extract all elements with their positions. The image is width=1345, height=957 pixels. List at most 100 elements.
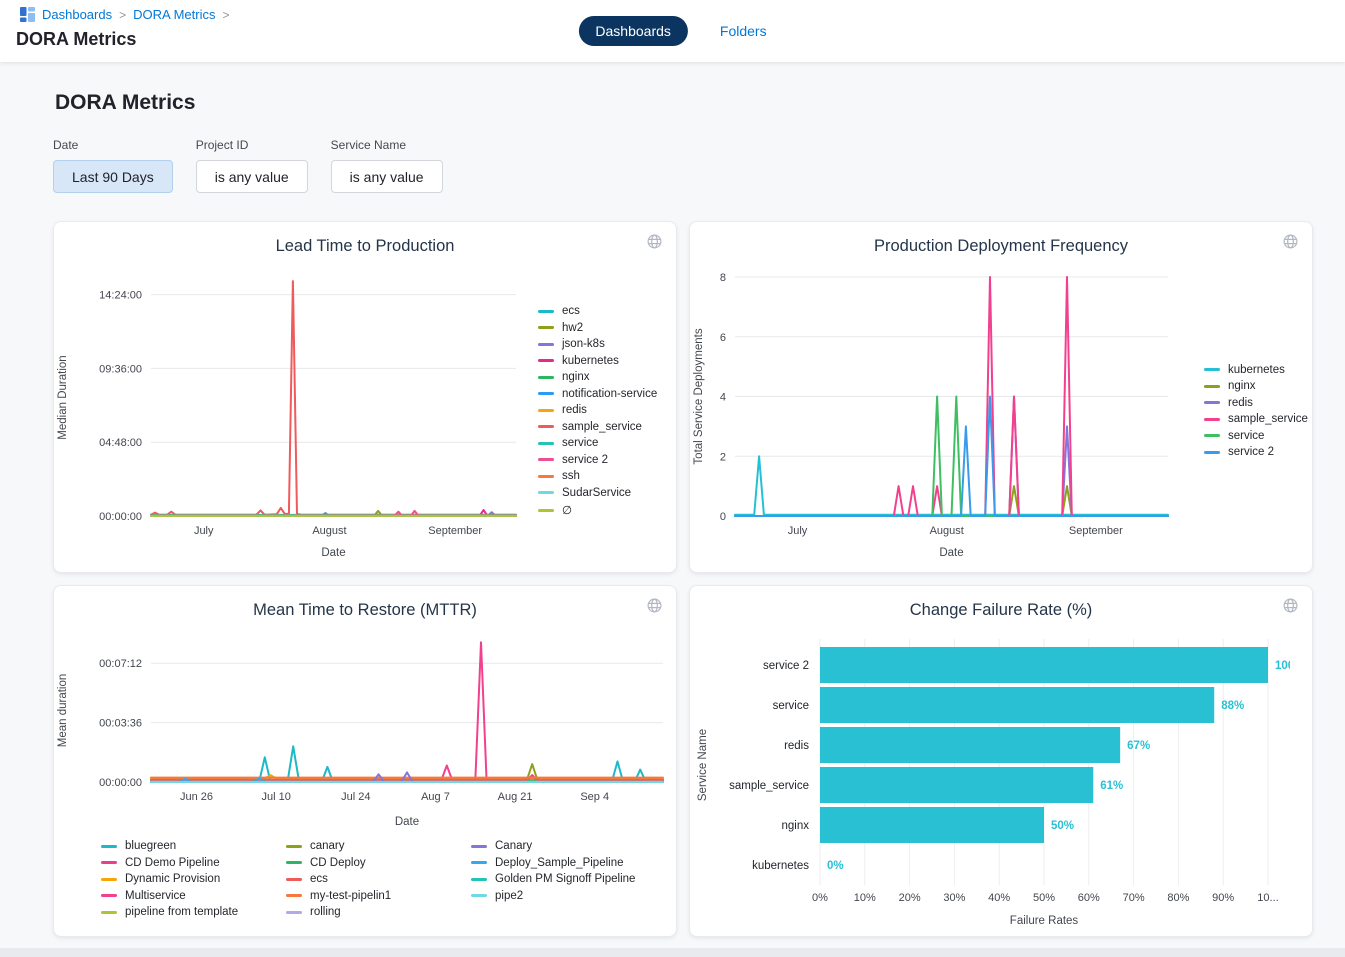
legend-label: redis: [1228, 397, 1253, 409]
svg-text:2: 2: [720, 451, 726, 463]
legend-item[interactable]: CD Demo Pipeline: [101, 857, 286, 869]
svg-text:nginx: nginx: [782, 820, 810, 832]
legend-label: ecs: [562, 305, 580, 317]
svg-text:70%: 70%: [1123, 892, 1145, 904]
legend-item[interactable]: json-k8s: [538, 338, 657, 350]
legend-swatch: [1204, 418, 1220, 421]
legend-item[interactable]: kubernetes: [538, 355, 657, 367]
svg-text:kubernetes: kubernetes: [752, 860, 809, 872]
legend-item[interactable]: pipeline from template: [101, 906, 286, 918]
legend-item[interactable]: service: [1204, 430, 1308, 442]
svg-text:July: July: [194, 525, 214, 537]
legend-label: redis: [562, 404, 587, 416]
svg-text:4: 4: [720, 392, 726, 404]
globe-icon[interactable]: [646, 233, 663, 250]
svg-text:Sep 4: Sep 4: [580, 791, 609, 803]
svg-text:sample_service: sample_service: [729, 780, 809, 792]
legend-item[interactable]: Multiservice: [101, 890, 286, 902]
svg-text:67%: 67%: [1127, 740, 1150, 752]
legend-label: rolling: [310, 906, 341, 918]
lead-time-chart-canvas[interactable]: 00:00:0004:48:0009:36:0014:24:00JulyAugu…: [54, 261, 524, 561]
legend-item[interactable]: hw2: [538, 322, 657, 334]
header-title: DORA Metrics: [16, 29, 136, 50]
svg-text:09:36:00: 09:36:00: [99, 363, 142, 375]
legend-column: canary CD Deploy ecs my-test-pipelin1 rollin…: [286, 840, 471, 918]
svg-text:80%: 80%: [1167, 892, 1189, 904]
legend-item[interactable]: nginx: [1204, 380, 1308, 392]
legend-item[interactable]: pipe2: [471, 890, 656, 902]
filters-bar: Date Last 90 Days Project ID is any valu…: [53, 138, 1313, 193]
legend-label: notification-service: [562, 388, 657, 400]
legend-swatch: [286, 894, 302, 897]
legend-item[interactable]: service 2: [538, 454, 657, 466]
legend-item[interactable]: Deploy_Sample_Pipeline: [471, 857, 656, 869]
tab-dashboards[interactable]: Dashboards: [578, 16, 688, 46]
legend-item[interactable]: nginx: [538, 371, 657, 383]
legend-swatch: [538, 392, 554, 395]
filter-date-value[interactable]: Last 90 Days: [53, 160, 173, 193]
legend-item[interactable]: redis: [1204, 397, 1308, 409]
legend-item[interactable]: rolling: [286, 906, 471, 918]
legend-item[interactable]: notification-service: [538, 388, 657, 400]
change-failure-rate-chart-canvas[interactable]: 0%10%20%30%40%50%60%70%80%90%10...servic…: [690, 625, 1290, 930]
legend-item[interactable]: service: [538, 437, 657, 449]
legend-item[interactable]: SudarService: [538, 487, 657, 499]
mttr-chart-canvas[interactable]: 00:00:0000:03:3600:07:12Jun 26Jul 10Jul …: [54, 625, 669, 830]
legend-label: hw2: [562, 322, 583, 334]
legend-swatch: [538, 425, 554, 428]
legend-item[interactable]: ecs: [538, 305, 657, 317]
legend-item[interactable]: bluegreen: [101, 840, 286, 852]
breadcrumb-link-dashboards[interactable]: Dashboards: [42, 7, 112, 22]
globe-icon[interactable]: [646, 597, 663, 614]
legend-label: Canary: [495, 840, 532, 852]
svg-text:Date: Date: [939, 547, 963, 559]
globe-icon[interactable]: [1282, 597, 1299, 614]
legend-swatch: [286, 878, 302, 881]
svg-text:service 2: service 2: [763, 660, 809, 672]
legend-item[interactable]: sample_service: [1204, 413, 1308, 425]
legend-item[interactable]: canary: [286, 840, 471, 852]
filter-project-id-value[interactable]: is any value: [196, 160, 308, 193]
svg-text:Failure Rates: Failure Rates: [1010, 915, 1079, 927]
legend-item[interactable]: CD Deploy: [286, 857, 471, 869]
legend-item[interactable]: redis: [538, 404, 657, 416]
legend-swatch: [101, 861, 117, 864]
lead-time-legend: ecs hw2 json-k8s kubernetes nginx notificatio…: [538, 305, 657, 517]
legend-item[interactable]: my-test-pipelin1: [286, 890, 471, 902]
panel-mean-time-to-restore: Mean Time to Restore (MTTR) 00:00:0000:0…: [53, 585, 677, 937]
dashboards-grid-icon: [20, 7, 35, 22]
svg-text:88%: 88%: [1221, 700, 1244, 712]
legend-item[interactable]: Dynamic Provision: [101, 873, 286, 885]
legend-item[interactable]: Canary: [471, 840, 656, 852]
tab-folders[interactable]: Folders: [720, 23, 767, 39]
svg-text:90%: 90%: [1212, 892, 1234, 904]
legend-item[interactable]: ecs: [286, 873, 471, 885]
legend-label: kubernetes: [1228, 364, 1285, 376]
legend-item[interactable]: kubernetes: [1204, 364, 1308, 376]
page-title: DORA Metrics: [55, 91, 1313, 115]
svg-text:50%: 50%: [1051, 820, 1074, 832]
legend-item[interactable]: ssh: [538, 470, 657, 482]
globe-icon[interactable]: [1282, 233, 1299, 250]
svg-text:10%: 10%: [854, 892, 876, 904]
legend-swatch: [471, 894, 487, 897]
legend-swatch: [538, 343, 554, 346]
filter-service-name-value[interactable]: is any value: [331, 160, 443, 193]
breadcrumb-link-dora-metrics[interactable]: DORA Metrics: [133, 7, 215, 22]
legend-label: CD Deploy: [310, 857, 366, 869]
legend-item[interactable]: service 2: [1204, 446, 1308, 458]
legend-item[interactable]: ∅: [538, 503, 657, 517]
svg-text:Date: Date: [395, 816, 419, 828]
legend-column: bluegreen CD Demo Pipeline Dynamic Provisi…: [101, 840, 286, 918]
legend-swatch: [101, 894, 117, 897]
svg-text:8: 8: [720, 272, 726, 284]
panel-production-deployment-frequency: Production Deployment Frequency 02468Jul…: [689, 221, 1313, 573]
breadcrumb: Dashboards > DORA Metrics >: [20, 7, 229, 22]
legend-item[interactable]: sample_service: [538, 421, 657, 433]
svg-text:September: September: [1069, 525, 1123, 537]
legend-swatch: [538, 491, 554, 494]
legend-swatch: [286, 911, 302, 914]
legend-item[interactable]: Golden PM Signoff Pipeline: [471, 873, 656, 885]
legend-swatch: [1204, 451, 1220, 454]
deployment-frequency-chart-canvas[interactable]: 02468JulyAugustSeptemberDateTotal Servic…: [690, 261, 1190, 561]
